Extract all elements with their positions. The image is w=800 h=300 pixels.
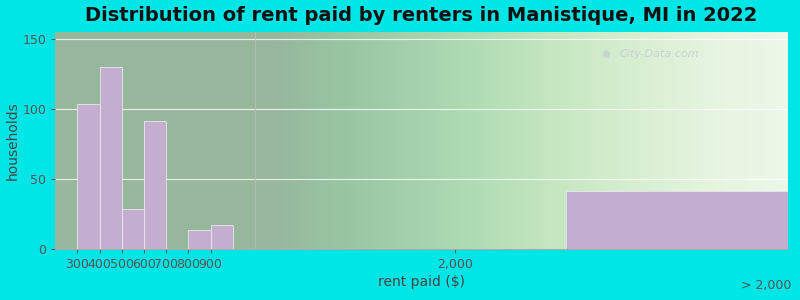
Bar [122,209,144,249]
Bar [78,104,100,249]
Bar [189,230,210,249]
Bar [210,225,233,249]
Text: ●: ● [601,49,610,59]
X-axis label: rent paid ($): rent paid ($) [378,275,465,289]
Bar [100,67,122,249]
Text: > 2,000: > 2,000 [741,280,791,292]
Bar [144,121,166,249]
Bar [566,191,800,249]
Y-axis label: households: households [6,101,19,179]
Title: Distribution of rent paid by renters in Manistique, MI in 2022: Distribution of rent paid by renters in … [86,6,758,25]
Text: City-Data.com: City-Data.com [619,49,699,59]
